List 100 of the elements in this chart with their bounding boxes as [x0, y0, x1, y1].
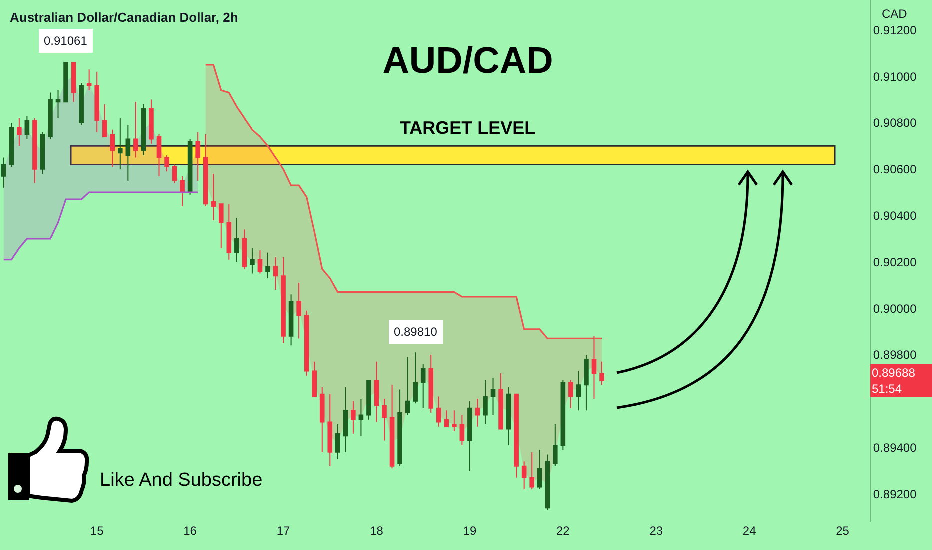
candlestick [530, 452, 534, 490]
text: 0.89688 [872, 366, 916, 380]
candlestick [149, 99, 154, 144]
candlestick [537, 450, 542, 490]
candlestick [24, 116, 30, 140]
text: AUD/CAD [382, 40, 554, 81]
candlestick [358, 398, 364, 437]
candlestick [374, 361, 380, 423]
candlestick [118, 118, 123, 170]
candlestick [110, 129, 116, 168]
candlestick [281, 257, 286, 344]
candlestick [405, 356, 410, 416]
candlestick [64, 62, 68, 103]
candlestick [126, 124, 131, 182]
candlestick [226, 204, 232, 260]
candlestick [343, 386, 348, 453]
candlestick [460, 414, 465, 446]
candlestick [102, 104, 108, 138]
candlestick [172, 164, 178, 184]
candlestick [452, 410, 457, 432]
candlestick [211, 174, 216, 221]
candlestick [258, 250, 263, 274]
candlestick [250, 248, 255, 274]
candlestick [32, 118, 38, 184]
candlestick [48, 92, 53, 140]
x-tick-label: 22 [556, 524, 570, 538]
y-tick-label: 0.90800 [873, 116, 918, 130]
candlestick [328, 394, 333, 467]
candlestick [266, 252, 270, 279]
candlestick [312, 361, 317, 398]
candlestick [483, 380, 488, 426]
x-tick-label: 24 [742, 524, 757, 538]
candlestick [568, 380, 574, 409]
candlestick [296, 282, 302, 340]
candlestick [398, 389, 402, 467]
candlestick [71, 62, 76, 103]
candlestick [436, 396, 442, 428]
band-label: TARGET LEVEL [400, 118, 536, 138]
x-tick-label: 16 [184, 524, 198, 538]
candlestick [428, 354, 434, 414]
x-tick-label: 15 [90, 524, 104, 538]
candlestick [420, 364, 426, 409]
candlestick [320, 386, 325, 453]
candlestick [79, 83, 84, 126]
candlestick [188, 138, 193, 196]
candlestick [94, 71, 100, 133]
candlestick [553, 424, 558, 467]
candlestick [560, 380, 566, 451]
candlestick [56, 90, 61, 119]
candlestick [576, 370, 582, 412]
candlestick [522, 461, 527, 490]
y-tick-label: 0.90200 [873, 255, 918, 270]
annotation: 0.91061 [44, 34, 88, 48]
y-tick-label: 0.90600 [873, 162, 918, 177]
candlestick [490, 378, 496, 416]
candlestick [413, 352, 418, 404]
candlestick [390, 384, 395, 470]
candlestick [288, 294, 294, 346]
annotation: 0.89810 [394, 325, 438, 339]
candlestick [273, 257, 278, 290]
y-tick-label: 0.89200 [873, 487, 918, 502]
y-tick-label: 0.90000 [873, 302, 918, 316]
x-tick-label: 17 [276, 524, 291, 538]
line-series [3, 192, 199, 261]
candlestick [156, 134, 162, 177]
candlestick [514, 394, 519, 478]
candlestick [180, 176, 185, 207]
x-tick-label: 18 [370, 524, 384, 538]
x-tick-label: 19 [463, 524, 477, 538]
candlestick [592, 336, 597, 400]
y-tick-label: 0.89400 [873, 440, 918, 455]
candlestick [545, 454, 550, 511]
y-tick-label: 0.89800 [873, 348, 918, 362]
candlestick [218, 204, 224, 249]
candlestick [1, 157, 6, 188]
candlestick [351, 400, 356, 434]
y-axis-title: CAD [882, 7, 908, 21]
x-tick-label: 25 [836, 524, 850, 538]
candlestick [242, 229, 248, 270]
candlestick [506, 386, 512, 446]
candlestick [366, 380, 372, 420]
candlestick [203, 134, 208, 207]
candlestick [196, 132, 200, 182]
candlestick [234, 218, 240, 263]
candlestick [304, 310, 310, 376]
candlestick [134, 102, 138, 158]
candlestick [9, 122, 14, 168]
candlestick [86, 69, 92, 91]
x-tick-label: 23 [650, 524, 664, 538]
annotation: Like And Subscribe [100, 470, 263, 491]
candlestick [336, 424, 340, 460]
text: 51:54 [872, 382, 902, 396]
y-tick-label: 0.91000 [873, 70, 918, 84]
candlestick [17, 118, 22, 147]
candlestick [40, 132, 46, 174]
text: Australian Dollar/Canadian Dollar, 2h [10, 10, 238, 25]
candlestick [382, 398, 387, 442]
candlestick [498, 373, 504, 430]
candlestick [141, 104, 146, 156]
candlestick [468, 400, 472, 472]
